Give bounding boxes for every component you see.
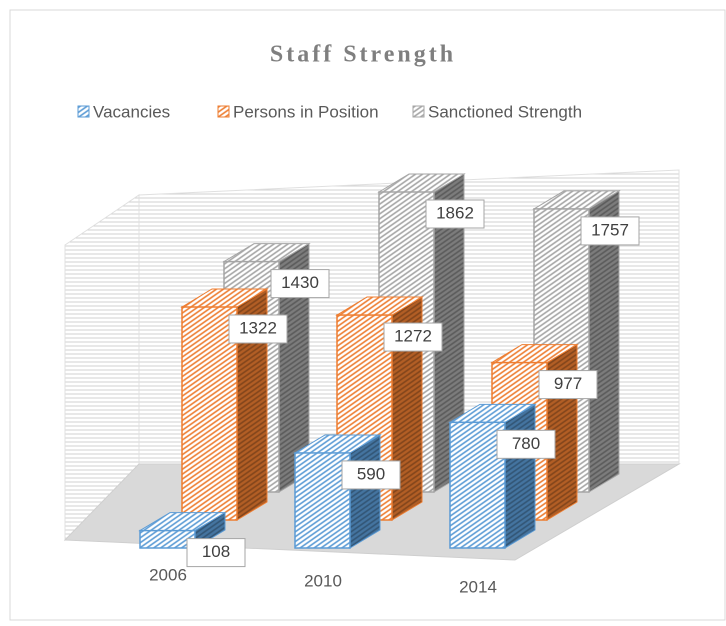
legend-swatch: [412, 105, 425, 118]
x-tick-label: 2014: [459, 577, 497, 596]
data-label: 1757: [591, 220, 629, 239]
data-label: 590: [357, 464, 385, 483]
chart-title: Staff Strength: [270, 42, 456, 68]
data-label-box: [186, 538, 246, 568]
data-label: 977: [554, 374, 582, 393]
data-label-box: [580, 216, 640, 246]
x-tick-label: 2010: [304, 571, 342, 590]
data-label: 780: [512, 434, 540, 453]
data-label-box: [341, 460, 401, 490]
bar: [181, 306, 238, 521]
legend-label: Sanctioned Strength: [428, 102, 582, 121]
data-label-box: [270, 269, 330, 299]
bar: [449, 421, 506, 549]
legend-label: Vacancies: [93, 102, 170, 121]
data-label: 1322: [239, 318, 277, 337]
data-label-box: [228, 314, 288, 344]
data-label-box: [496, 429, 556, 459]
legend-swatch: [77, 105, 90, 118]
legend: Vacancies Persons in Position Sanctioned S…: [77, 102, 582, 121]
data-label: 1272: [394, 327, 432, 346]
data-label-box: [425, 199, 485, 229]
legend-label: Persons in Position: [233, 102, 379, 121]
plot-area: 1430 1862 1757 1322 1272 977 108 590 780 2006 2010…: [63, 169, 681, 596]
data-label-box: [383, 322, 443, 352]
legend-swatch: [217, 105, 230, 118]
data-label: 1862: [436, 203, 474, 222]
data-label-box: [538, 370, 598, 400]
bar-side: [349, 434, 381, 549]
bar: [294, 452, 351, 549]
bar-side: [504, 403, 536, 549]
data-label: 108: [202, 542, 230, 561]
data-label: 1430: [281, 273, 319, 292]
x-tick-label: 2006: [149, 565, 187, 584]
